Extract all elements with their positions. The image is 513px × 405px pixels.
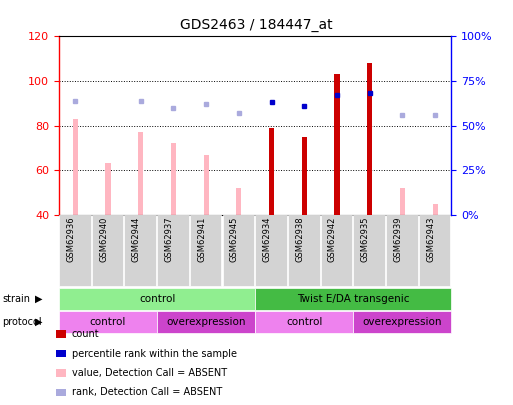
Text: ▶: ▶ (35, 294, 43, 304)
Text: strain: strain (3, 294, 31, 304)
Text: control: control (286, 317, 323, 327)
Text: protocol: protocol (3, 317, 42, 327)
Bar (73, 119, 78, 215)
Bar (106, 163, 111, 215)
Text: Twist E/DA transgenic: Twist E/DA transgenic (297, 294, 409, 304)
Bar (432, 203, 438, 215)
Bar (367, 63, 372, 215)
Bar (138, 132, 143, 215)
Bar (171, 143, 176, 215)
Bar (204, 154, 209, 215)
Bar (353, 311, 451, 333)
Bar (302, 136, 307, 215)
Text: GSM62940: GSM62940 (99, 217, 108, 262)
Text: GSM62938: GSM62938 (295, 217, 304, 262)
Text: GSM62934: GSM62934 (263, 217, 271, 262)
Text: GSM62936: GSM62936 (66, 217, 75, 262)
Text: GSM62937: GSM62937 (165, 217, 173, 262)
Text: rank, Detection Call = ABSENT: rank, Detection Call = ABSENT (72, 388, 222, 397)
Bar (59, 311, 157, 333)
Text: overexpression: overexpression (363, 317, 442, 327)
Bar (157, 311, 255, 333)
Bar (236, 188, 242, 215)
Text: GSM62943: GSM62943 (426, 217, 435, 262)
Text: GSM62945: GSM62945 (230, 217, 239, 262)
Text: GSM62935: GSM62935 (361, 217, 370, 262)
Bar (302, 136, 307, 215)
Text: control: control (139, 294, 175, 304)
Text: GSM62941: GSM62941 (197, 217, 206, 262)
Text: value, Detection Call = ABSENT: value, Detection Call = ABSENT (72, 368, 227, 378)
Text: GSM62944: GSM62944 (132, 217, 141, 262)
Bar (334, 74, 340, 215)
Text: GSM62939: GSM62939 (393, 217, 402, 262)
Text: GDS2463 / 184447_at: GDS2463 / 184447_at (180, 18, 333, 32)
Bar (255, 288, 451, 310)
Text: overexpression: overexpression (166, 317, 246, 327)
Bar (269, 201, 274, 215)
Bar (269, 128, 274, 215)
Bar (400, 188, 405, 215)
Bar (255, 311, 353, 333)
Text: percentile rank within the sample: percentile rank within the sample (72, 349, 237, 358)
Text: GSM62942: GSM62942 (328, 217, 337, 262)
Text: ▶: ▶ (35, 317, 43, 327)
Text: control: control (90, 317, 126, 327)
Bar (59, 288, 255, 310)
Text: count: count (72, 329, 100, 339)
